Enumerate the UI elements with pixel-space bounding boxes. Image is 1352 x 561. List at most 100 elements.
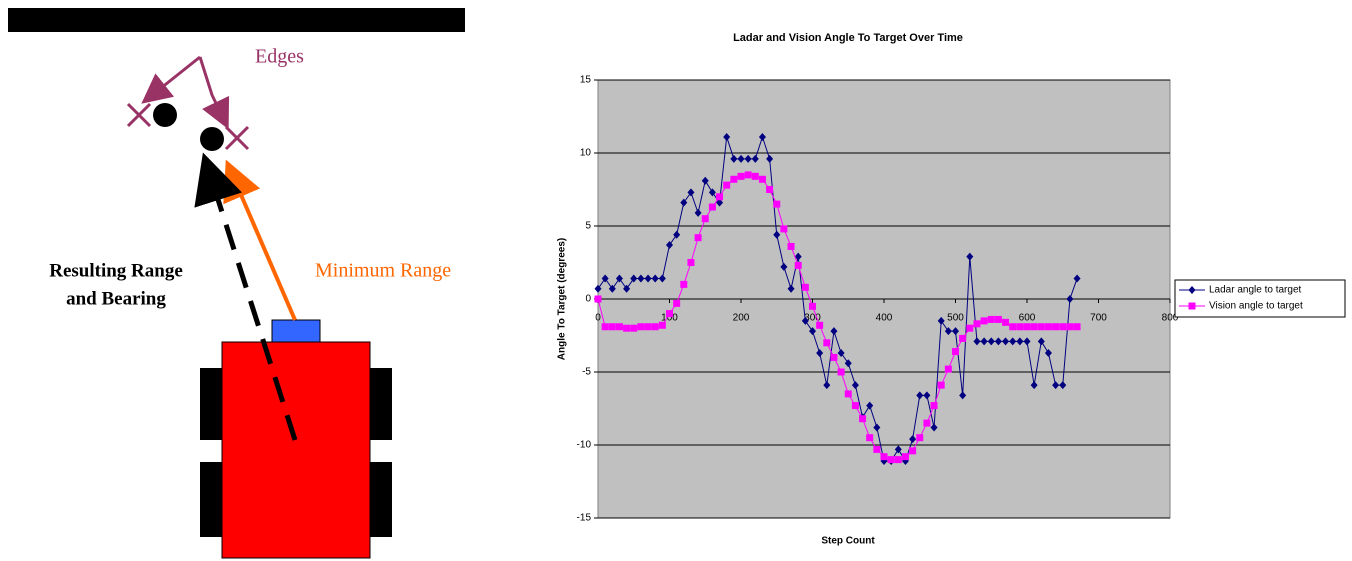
data-point: [980, 337, 988, 346]
data-point: [694, 208, 702, 217]
edge-point: [153, 103, 177, 127]
x-tick-label: 300: [804, 313, 821, 324]
data-point: [1052, 381, 1060, 390]
y-tick-label: 5: [585, 221, 591, 232]
data-point: [751, 154, 759, 163]
data-point: [766, 186, 774, 193]
data-point: [708, 188, 716, 197]
wheel: [370, 368, 392, 440]
edge-arrow: [141, 55, 201, 104]
data-point: [615, 274, 623, 283]
x-tick-label: 0: [595, 313, 601, 324]
x-tick-label: 700: [1090, 313, 1107, 324]
minimum-range-label: Minimum Range: [315, 260, 451, 282]
data-point: [1023, 337, 1031, 346]
data-point: [773, 230, 781, 239]
data-point: [666, 240, 673, 249]
data-point: [1002, 318, 1010, 326]
data-point: [930, 423, 938, 432]
x-tick-label: 400: [876, 313, 893, 324]
data-point: [594, 295, 602, 303]
data-point: [944, 365, 952, 373]
x-tick-label: 100: [661, 313, 678, 324]
x-tick-label: 200: [733, 313, 750, 324]
data-point: [1044, 349, 1052, 358]
data-point: [801, 316, 809, 325]
data-point: [880, 453, 888, 461]
data-point: [816, 349, 824, 358]
data-point: [701, 215, 709, 223]
data-point: [787, 242, 795, 250]
data-point: [623, 324, 631, 332]
result-label: Resulting Range: [49, 260, 183, 281]
data-point: [651, 274, 659, 283]
data-point: [630, 324, 638, 332]
data-point: [1016, 323, 1024, 331]
legend-box: [1174, 279, 1346, 318]
data-point: [694, 234, 702, 242]
data-point: [987, 337, 995, 346]
data-point: [866, 401, 874, 410]
data-point: [716, 198, 724, 207]
data-point: [830, 327, 838, 336]
data-point: [966, 252, 974, 261]
data-point: [787, 284, 795, 293]
data-point: [801, 283, 809, 291]
data-point: [916, 434, 924, 442]
data-point: [716, 193, 724, 201]
data-point: [937, 381, 945, 389]
data-point: [830, 353, 838, 361]
data-point: [601, 323, 609, 331]
data-point: [851, 402, 859, 410]
data-point: [723, 132, 731, 141]
y-tick-label: -5: [582, 367, 591, 378]
data-point: [809, 327, 816, 336]
data-point: [1059, 323, 1067, 331]
data-point: [701, 176, 709, 185]
data-point: [866, 434, 874, 442]
data-point: [980, 317, 988, 325]
data-point: [952, 327, 959, 336]
data-point: [937, 316, 945, 325]
data-point: [859, 415, 867, 423]
edge-cross: [224, 125, 250, 151]
data-point: [737, 172, 745, 180]
data-point: [687, 259, 695, 266]
data-point: [894, 445, 902, 454]
data-point: [1002, 337, 1010, 346]
data-point: [837, 349, 845, 358]
data-point: [630, 274, 638, 283]
data-point: [952, 348, 959, 356]
data-point: [1073, 323, 1081, 331]
edge-point: [200, 127, 224, 151]
data-point: [1016, 337, 1024, 346]
edges-label: Edges: [255, 46, 304, 68]
y-tick-label: -15: [577, 513, 592, 524]
data-point: [615, 323, 623, 331]
data-point: [973, 320, 981, 328]
data-point: [623, 284, 631, 293]
data-point: [766, 154, 774, 163]
data-point: [680, 280, 688, 288]
data-point: [987, 315, 995, 323]
legend-label: Vision angle to target: [1209, 301, 1303, 312]
data-point: [1044, 323, 1052, 331]
data-point: [730, 154, 738, 163]
y-tick-label: 10: [580, 148, 592, 159]
data-point: [851, 381, 859, 390]
data-point: [758, 132, 766, 141]
data-point: [844, 359, 852, 368]
data-point: [973, 337, 981, 346]
data-point: [794, 261, 802, 269]
data-point: [666, 310, 673, 318]
data-point: [844, 390, 852, 398]
result-label: and Bearing: [66, 288, 166, 309]
data-point: [901, 453, 909, 461]
data-point: [673, 230, 681, 239]
data-point: [780, 225, 788, 233]
data-point: [644, 323, 652, 331]
data-point: [823, 381, 831, 390]
y-tick-label: 0: [585, 294, 591, 305]
data-point: [966, 324, 974, 332]
data-point: [923, 419, 931, 427]
